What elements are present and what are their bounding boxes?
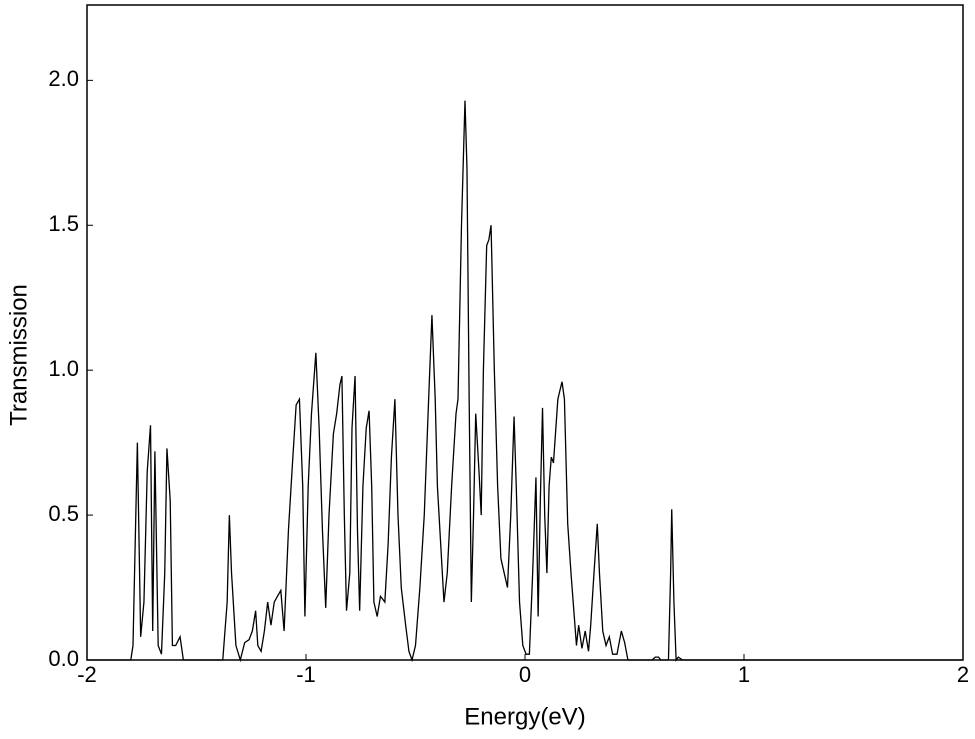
x-axis-label: Energy(eV) [464, 703, 585, 730]
x-tick-label: -2 [77, 662, 97, 687]
x-tick-label: -1 [296, 662, 316, 687]
y-axis-label: Transmission [5, 284, 32, 426]
y-tick-label: 1.5 [48, 211, 79, 236]
transmission-line [87, 100, 963, 663]
x-tick-label: 2 [957, 662, 969, 687]
x-tick-label: 1 [738, 662, 750, 687]
y-tick-label: 1.0 [48, 356, 79, 381]
y-tick-label: 2.0 [48, 66, 79, 91]
y-tick-label: 0.5 [48, 501, 79, 526]
plot-frame [86, 4, 964, 661]
y-tick-label: 0.0 [48, 646, 79, 671]
x-tick-label: 0 [519, 662, 531, 687]
